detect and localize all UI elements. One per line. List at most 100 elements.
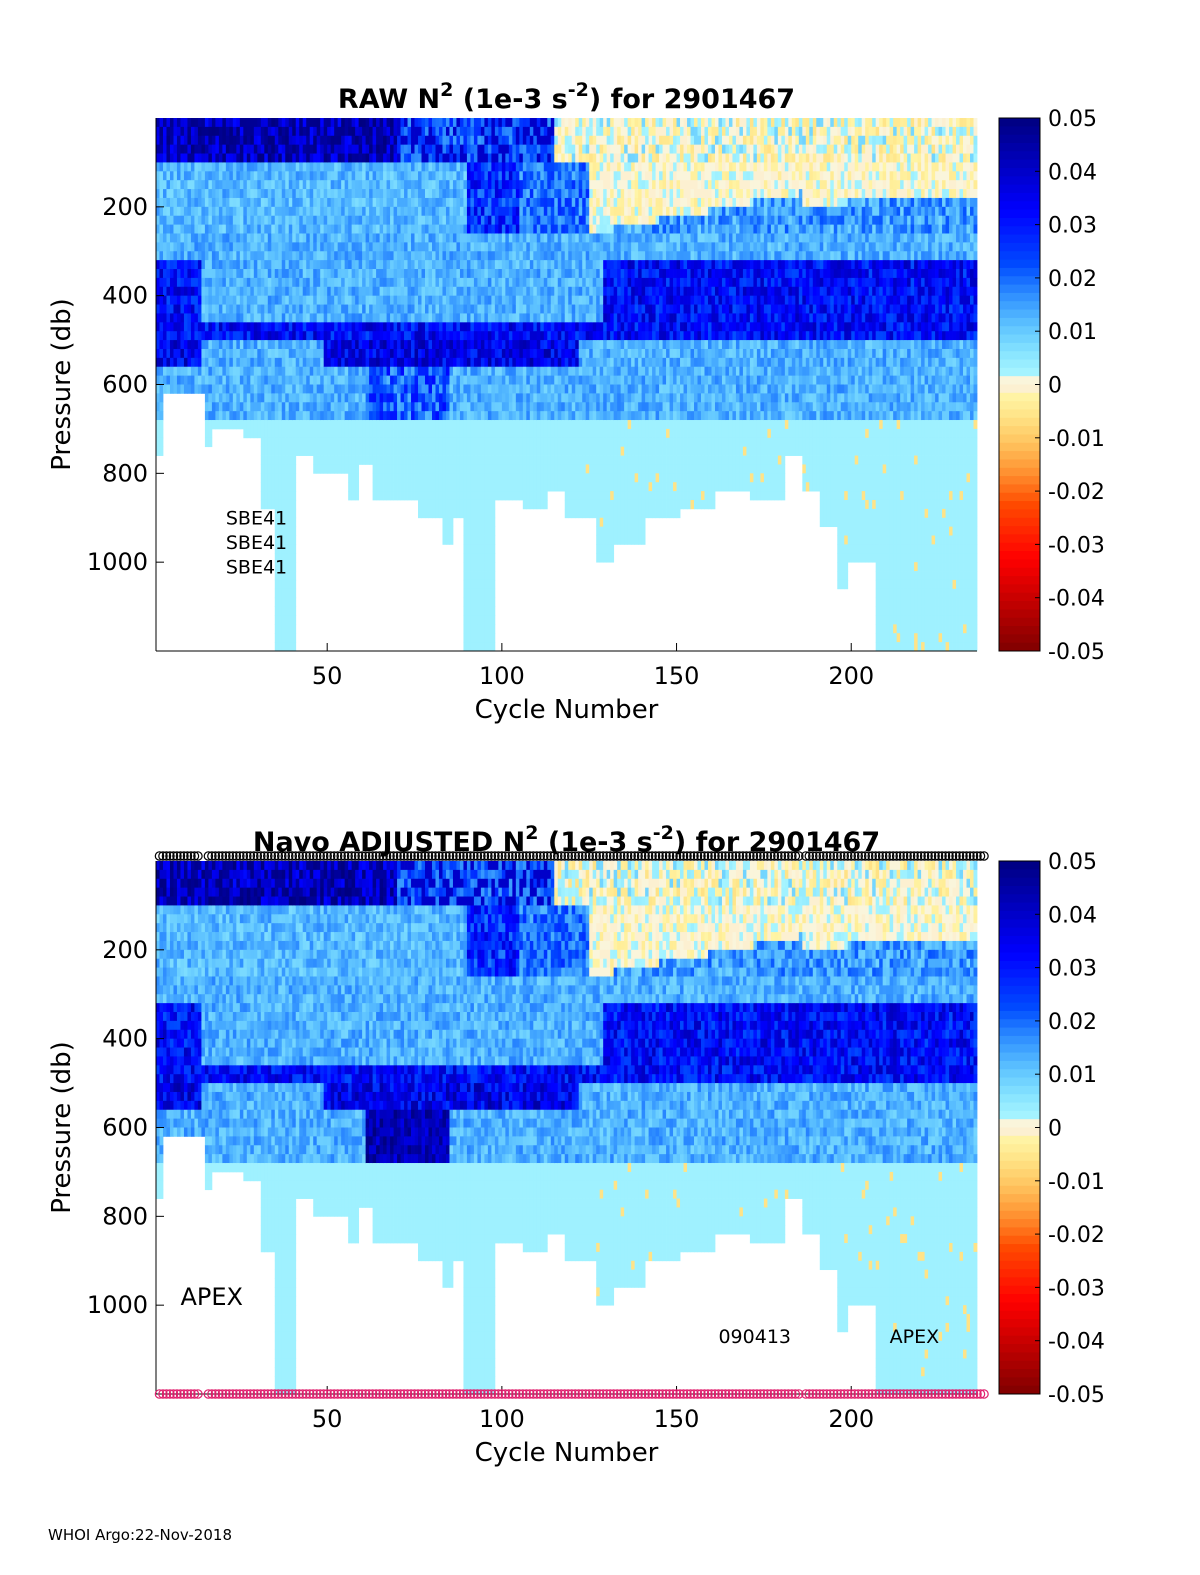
heatmap-cell xyxy=(331,118,335,127)
heatmap-cell xyxy=(352,331,356,340)
heatmap-cell xyxy=(310,420,314,429)
heatmap-cell xyxy=(240,402,244,411)
heatmap-cell xyxy=(348,313,352,322)
heatmap-cell xyxy=(219,278,223,287)
heatmap-cell xyxy=(156,376,160,385)
heatmap-cell xyxy=(299,367,303,376)
heatmap-cell xyxy=(390,162,394,171)
heatmap-cell xyxy=(159,171,163,180)
heatmap-cell xyxy=(226,189,230,198)
heatmap-cell xyxy=(341,287,345,296)
heatmap-cell xyxy=(278,296,282,305)
heatmap-cell xyxy=(320,340,324,349)
heatmap-cell xyxy=(327,278,331,287)
heatmap-cell xyxy=(348,180,352,189)
heatmap-cell xyxy=(170,189,174,198)
heatmap-cell xyxy=(222,278,226,287)
heatmap-cell xyxy=(285,305,289,314)
heatmap-cell xyxy=(355,145,359,154)
heatmap-cell xyxy=(345,216,349,225)
heatmap-cell xyxy=(289,242,293,251)
heatmap-cell xyxy=(289,376,293,385)
heatmap-cell xyxy=(397,269,401,278)
heatmap-cell xyxy=(156,340,160,349)
heatmap-cell xyxy=(275,198,279,207)
heatmap-cell xyxy=(201,251,205,260)
heatmap-cell xyxy=(201,313,205,322)
heatmap-cell xyxy=(306,340,310,349)
heatmap-cell xyxy=(327,411,331,420)
heatmap-cell xyxy=(173,296,177,305)
heatmap-cell xyxy=(264,358,268,367)
heatmap-cell xyxy=(236,207,240,216)
heatmap-cell xyxy=(275,118,279,127)
heatmap-cell xyxy=(366,358,370,367)
heatmap-cell xyxy=(369,207,373,216)
heatmap-cell xyxy=(240,260,244,269)
heatmap-cell xyxy=(240,420,244,429)
heatmap-cell xyxy=(271,447,275,456)
heatmap-cell xyxy=(380,233,384,242)
heatmap-cell xyxy=(331,127,335,136)
heatmap-cell xyxy=(271,456,275,465)
heatmap-cell xyxy=(310,189,314,198)
heatmap-cell xyxy=(373,118,377,127)
heatmap-cell xyxy=(268,296,272,305)
heatmap-cell xyxy=(320,154,324,163)
heatmap-cell xyxy=(170,287,174,296)
heatmap-cell xyxy=(177,322,181,331)
heatmap-cell xyxy=(268,251,272,260)
heatmap-cell xyxy=(289,420,293,429)
heatmap-cell xyxy=(219,305,223,314)
heatmap-cell xyxy=(187,171,191,180)
heatmap-cell xyxy=(359,136,363,145)
heatmap-cell xyxy=(264,349,268,358)
heatmap-cell xyxy=(397,233,401,242)
heatmap-cell xyxy=(320,456,324,465)
heatmap-cell xyxy=(219,393,223,402)
heatmap-cell xyxy=(401,385,405,394)
heatmap-cell xyxy=(198,242,202,251)
heatmap-cell xyxy=(268,456,272,465)
heatmap-cell xyxy=(173,376,177,385)
heatmap-cell xyxy=(296,367,300,376)
heatmap-cell xyxy=(303,171,307,180)
heatmap-cell xyxy=(394,473,398,482)
heatmap-cell xyxy=(208,162,212,171)
heatmap-cell xyxy=(310,145,314,154)
heatmap-cell xyxy=(292,216,296,225)
heatmap-cell xyxy=(306,385,310,394)
heatmap-cell xyxy=(338,305,342,314)
heatmap-cell xyxy=(310,118,314,127)
heatmap-cell xyxy=(310,340,314,349)
heatmap-cell xyxy=(212,402,216,411)
heatmap-cell xyxy=(394,251,398,260)
heatmap-cell xyxy=(194,313,198,322)
heatmap-cell xyxy=(271,438,275,447)
heatmap-cell xyxy=(233,420,237,429)
heatmap-cell xyxy=(271,136,275,145)
heatmap-cell xyxy=(222,136,226,145)
heatmap-cell xyxy=(289,562,293,571)
heatmap-cell xyxy=(243,429,247,438)
heatmap-cell xyxy=(156,393,160,402)
heatmap-cell xyxy=(177,216,181,225)
heatmap-cell xyxy=(306,367,310,376)
heatmap-cell xyxy=(362,198,366,207)
heatmap-cell xyxy=(369,216,373,225)
heatmap-cell xyxy=(324,127,328,136)
heatmap-cell xyxy=(345,438,349,447)
heatmap-cell xyxy=(383,402,387,411)
heatmap-cell xyxy=(163,358,167,367)
heatmap-cell xyxy=(317,287,321,296)
heatmap-cell xyxy=(226,171,230,180)
heatmap-cell xyxy=(184,242,188,251)
heatmap-cell xyxy=(212,287,216,296)
heatmap-cell xyxy=(352,340,356,349)
heatmap-cell xyxy=(387,420,391,429)
heatmap-cell xyxy=(257,154,261,163)
heatmap-cell xyxy=(366,322,370,331)
heatmap-cell xyxy=(268,429,272,438)
heatmap-cell xyxy=(334,340,338,349)
heatmap-cell xyxy=(212,305,216,314)
